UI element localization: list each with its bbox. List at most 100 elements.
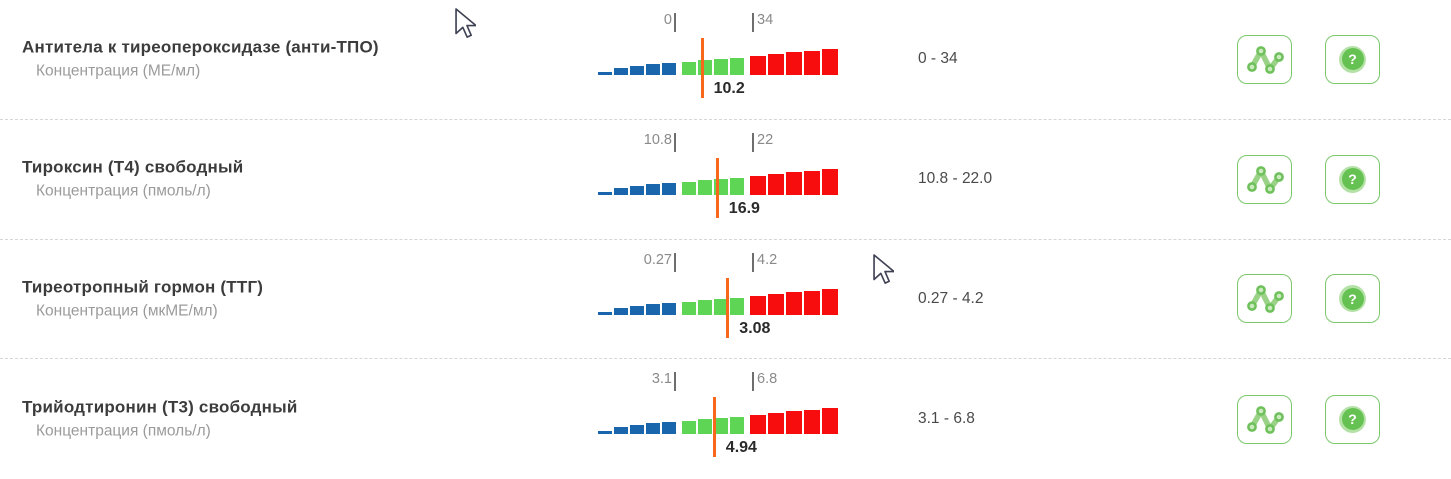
row-actions: ? [1237,120,1380,239]
below-zone [598,302,676,315]
history-chart-button[interactable] [1237,34,1292,84]
trend-chart-icon [1246,45,1284,74]
result-gauge: 0 34 10.2 [596,10,856,110]
analyte-title: Трийодтиронин (Т3) свободный [22,397,298,417]
normal-zone-bar [698,419,712,435]
gauge-value-label: 16.9 [728,199,760,217]
gauge-bars [598,168,838,195]
above-zone-bar [750,415,766,435]
analyte-title: Тироксин (Т4) свободный [22,157,244,177]
above-zone-bar [768,293,784,315]
normal-zone-bar [714,59,728,75]
result-gauge: 3.1 6.8 4.94 [596,369,856,469]
above-zone [750,408,838,435]
gauge-low-tick [674,372,676,392]
question-glyph: ? [1341,287,1364,310]
below-zone-bar [598,431,612,435]
below-zone-bar [630,425,644,435]
below-zone-bar [662,422,676,435]
history-chart-button[interactable] [1237,394,1292,444]
above-zone-bar [804,170,820,195]
analyte-row: Тиреотропный гормон (ТТГ) Концентрация (… [0,240,1451,360]
question-glyph: ? [1341,408,1364,431]
below-zone-bar [662,182,676,195]
gauge-value-label: 3.08 [739,319,771,337]
normal-zone [682,417,744,435]
above-zone [750,288,838,315]
below-zone-bar [614,307,628,315]
normal-zone-bar [698,299,712,315]
result-gauge: 0.27 4.2 3.08 [596,250,856,350]
above-zone-bar [786,52,802,75]
below-zone-bar [598,311,612,315]
normal-zone-bar [730,177,744,195]
analyte-measure: Концентрация (пмоль/л) [36,182,211,200]
normal-zone-bar [730,417,744,435]
analyte-measure: Концентрация (мкМЕ/мл) [36,302,218,320]
normal-zone-bar [682,62,696,75]
below-zone-bar [646,183,660,195]
gauge-high-tick [752,132,754,152]
normal-zone-bar [698,179,712,195]
below-zone [598,63,676,75]
gauge-value-label: 4.94 [725,439,757,457]
gauge-low-label: 10.8 [643,131,672,148]
below-zone-bar [662,63,676,75]
below-zone-bar [614,68,628,75]
above-zone-bar [822,288,838,315]
below-zone-bar [646,303,660,315]
history-chart-button[interactable] [1237,154,1292,204]
help-button[interactable]: ? [1325,274,1380,324]
analyte-name-block: Трийодтиронин (Т3) свободный Концентраци… [22,398,297,441]
analyte-row: Тироксин (Т4) свободный Концентрация (пм… [0,120,1451,240]
above-zone-bar [750,56,766,75]
below-zone-bar [630,66,644,75]
gauge-value-marker [726,277,730,338]
normal-zone-bar [714,418,728,435]
above-zone-bar [804,410,820,435]
trend-chart-icon [1246,165,1284,194]
gauge-low-tick [674,132,676,152]
below-zone-bar [630,305,644,315]
below-zone-bar [662,302,676,315]
question-glyph: ? [1341,168,1364,191]
help-button[interactable]: ? [1325,154,1380,204]
reference-range: 3.1 - 6.8 [918,410,975,428]
below-zone [598,182,676,195]
above-zone-bar [750,175,766,195]
normal-zone [682,177,744,195]
normal-zone-bar [682,421,696,435]
trend-chart-icon [1246,285,1284,314]
gauge-high-tick [752,252,754,272]
question-glyph: ? [1341,48,1364,71]
normal-zone-bar [682,181,696,195]
analyte-title: Тиреотропный гормон (ТТГ) [22,277,264,297]
history-chart-button[interactable] [1237,274,1292,324]
below-zone-bar [614,187,628,195]
gauge-high-tick [752,372,754,392]
gauge-low-tick [674,252,676,272]
gauge-high-tick [752,13,754,32]
normal-zone-bar [730,297,744,315]
result-gauge: 10.8 22 16.9 [596,130,856,230]
above-zone-bar [822,408,838,435]
question-mark-icon: ? [1339,285,1366,313]
below-zone [598,422,676,435]
gauge-high-label: 6.8 [757,371,778,388]
help-button[interactable]: ? [1325,394,1380,444]
gauge-value-marker [700,38,704,98]
analyte-title: Антитела к тиреопероксидазе (анти-ТПО) [22,37,379,57]
help-button[interactable]: ? [1325,34,1380,84]
analyte-measure: Концентрация (МЕ/мл) [36,62,201,80]
above-zone [750,49,838,75]
above-zone-bar [804,51,820,75]
below-zone-bar [598,72,612,75]
question-mark-icon: ? [1339,165,1366,193]
gauge-low-tick [674,13,676,32]
gauge-high-label: 34 [757,12,774,28]
above-zone-bar [768,413,784,435]
gauge-bars [598,49,838,75]
reference-range: 0 - 34 [918,50,958,68]
below-zone-bar [646,423,660,435]
